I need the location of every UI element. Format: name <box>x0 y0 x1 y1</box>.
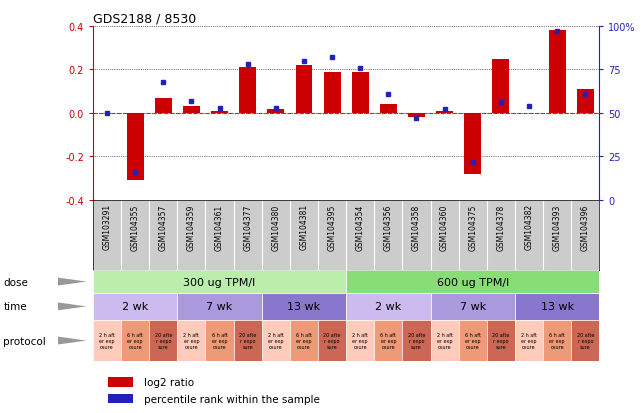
Bar <box>178 320 206 361</box>
Polygon shape <box>58 278 87 286</box>
Bar <box>577 90 594 114</box>
Bar <box>436 112 453 114</box>
Bar <box>346 320 374 361</box>
Text: GSM104396: GSM104396 <box>581 204 590 250</box>
Text: 6 h aft
er exp
osure: 6 h aft er exp osure <box>212 332 228 349</box>
Bar <box>549 31 565 114</box>
Text: GSM104360: GSM104360 <box>440 204 449 250</box>
Text: 7 wk: 7 wk <box>206 301 233 312</box>
Bar <box>515 320 543 361</box>
Bar <box>108 377 133 387</box>
Polygon shape <box>58 303 87 311</box>
Text: GSM104355: GSM104355 <box>131 204 140 250</box>
Text: percentile rank within the sample: percentile rank within the sample <box>144 394 319 404</box>
Bar <box>492 59 510 114</box>
Text: GSM104361: GSM104361 <box>215 204 224 250</box>
Text: 300 ug TPM/l: 300 ug TPM/l <box>183 277 256 287</box>
Text: 2 h aft
er exp
osure: 2 h aft er exp osure <box>183 332 199 349</box>
Text: GSM104377: GSM104377 <box>243 204 252 250</box>
Text: 6 h aft
er exp
osure: 6 h aft er exp osure <box>465 332 481 349</box>
Text: 2 wk: 2 wk <box>375 301 401 312</box>
Text: GSM104359: GSM104359 <box>187 204 196 250</box>
Bar <box>155 98 172 114</box>
Bar <box>211 112 228 114</box>
Text: protocol: protocol <box>3 336 46 346</box>
Bar <box>431 293 515 320</box>
Text: GSM104380: GSM104380 <box>271 204 280 250</box>
Bar <box>239 68 256 114</box>
Bar <box>459 320 487 361</box>
Text: 6 h aft
er exp
osure: 6 h aft er exp osure <box>549 332 565 349</box>
Text: GSM104358: GSM104358 <box>412 204 421 250</box>
Bar <box>352 72 369 114</box>
Bar <box>262 320 290 361</box>
Polygon shape <box>58 337 87 345</box>
Bar <box>346 293 431 320</box>
Text: GSM104393: GSM104393 <box>553 204 562 250</box>
Bar <box>515 293 599 320</box>
Text: GSM104357: GSM104357 <box>159 204 168 250</box>
Text: 2 h aft
er exp
osure: 2 h aft er exp osure <box>99 332 115 349</box>
Text: GSM104378: GSM104378 <box>496 204 505 250</box>
Text: GSM104395: GSM104395 <box>328 204 337 250</box>
Bar <box>487 320 515 361</box>
Bar <box>374 320 403 361</box>
Text: 20 afte
r expo
sure: 20 afte r expo sure <box>492 332 510 349</box>
Text: 7 wk: 7 wk <box>460 301 486 312</box>
Text: GDS2188 / 8530: GDS2188 / 8530 <box>93 13 196 26</box>
Bar <box>403 320 431 361</box>
Text: GSM104382: GSM104382 <box>524 204 533 250</box>
Text: 600 ug TPM/l: 600 ug TPM/l <box>437 277 509 287</box>
Bar <box>233 320 262 361</box>
Text: GSM104354: GSM104354 <box>356 204 365 250</box>
Bar <box>408 114 425 118</box>
Bar <box>346 271 599 293</box>
Bar <box>93 293 178 320</box>
Text: GSM104375: GSM104375 <box>468 204 478 250</box>
Text: GSM104381: GSM104381 <box>299 204 308 250</box>
Bar <box>178 293 262 320</box>
Text: 20 afte
r expo
sure: 20 afte r expo sure <box>239 332 256 349</box>
Text: 20 afte
r expo
sure: 20 afte r expo sure <box>577 332 594 349</box>
Bar <box>183 107 200 114</box>
Bar <box>93 320 121 361</box>
Bar <box>296 66 312 114</box>
Text: time: time <box>3 301 27 312</box>
Bar <box>93 271 346 293</box>
Text: dose: dose <box>3 277 28 287</box>
Text: 6 h aft
er exp
osure: 6 h aft er exp osure <box>380 332 396 349</box>
Text: 20 afte
r expo
sure: 20 afte r expo sure <box>408 332 425 349</box>
Text: 20 afte
r expo
sure: 20 afte r expo sure <box>324 332 341 349</box>
Bar <box>206 320 233 361</box>
Bar <box>464 114 481 174</box>
Text: 13 wk: 13 wk <box>540 301 574 312</box>
Text: GSM103291: GSM103291 <box>103 204 112 250</box>
Bar <box>380 105 397 114</box>
Bar <box>267 109 284 114</box>
Bar <box>149 320 178 361</box>
Text: 13 wk: 13 wk <box>287 301 320 312</box>
Bar <box>262 293 346 320</box>
Text: 2 h aft
er exp
osure: 2 h aft er exp osure <box>521 332 537 349</box>
Text: 6 h aft
er exp
osure: 6 h aft er exp osure <box>296 332 312 349</box>
Text: 6 h aft
er exp
osure: 6 h aft er exp osure <box>127 332 143 349</box>
Bar <box>318 320 346 361</box>
Bar <box>108 394 133 403</box>
Bar <box>571 320 599 361</box>
Text: 2 h aft
er exp
osure: 2 h aft er exp osure <box>437 332 453 349</box>
Bar <box>121 320 149 361</box>
Bar <box>127 114 144 181</box>
Text: GSM104356: GSM104356 <box>384 204 393 250</box>
Bar <box>543 320 571 361</box>
Bar <box>290 320 318 361</box>
Text: 2 h aft
er exp
osure: 2 h aft er exp osure <box>268 332 284 349</box>
Text: 2 wk: 2 wk <box>122 301 148 312</box>
Bar <box>431 320 459 361</box>
Text: 2 h aft
er exp
osure: 2 h aft er exp osure <box>353 332 368 349</box>
Bar <box>324 72 340 114</box>
Text: 20 afte
r expo
sure: 20 afte r expo sure <box>154 332 172 349</box>
Text: log2 ratio: log2 ratio <box>144 377 194 387</box>
